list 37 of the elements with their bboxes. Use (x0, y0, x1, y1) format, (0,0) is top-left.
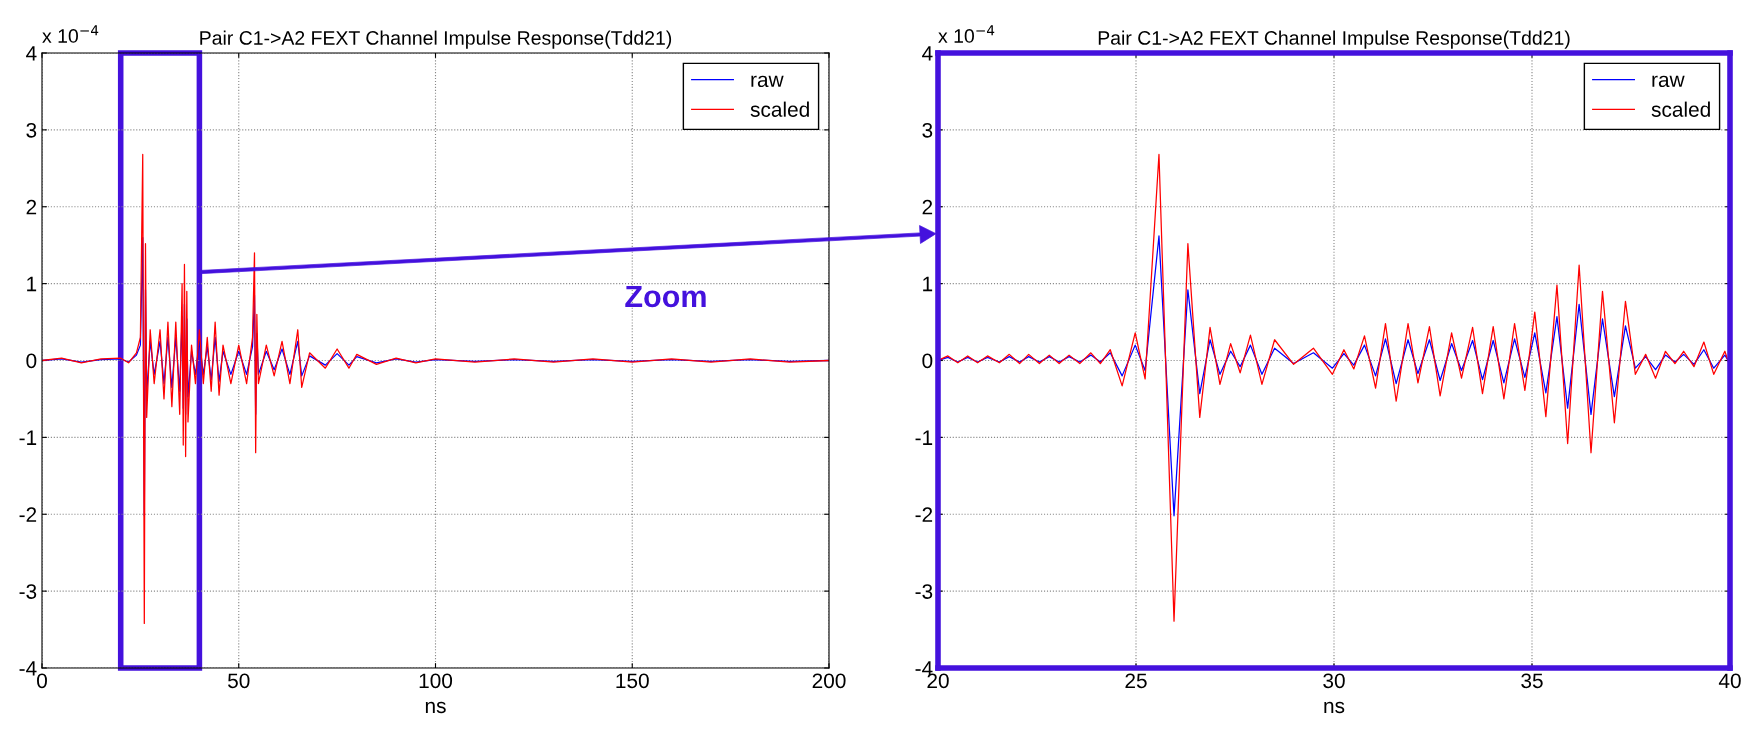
x-axis-title: ns (1324, 701, 1345, 714)
x-tick-label: 35 (1521, 673, 1543, 689)
y-tick-label: -4 (19, 661, 37, 676)
x-tick-label: 200 (812, 673, 846, 689)
x-tick-label: 0 (37, 673, 47, 689)
legend-label: scaled (750, 101, 809, 117)
y-tick-label: 1 (27, 276, 37, 292)
legend-label: scaled (1651, 101, 1710, 117)
y-tick-label: -1 (915, 430, 933, 445)
x-tick-label: 40 (1718, 673, 1741, 689)
chart-title: Pair C1->A2 FEXT Channel Impulse Response(Tdd21) (200, 30, 672, 49)
y-tick-label: 0 (26, 353, 37, 369)
legend-label: raw (751, 75, 784, 88)
y-tick-label: -3 (19, 584, 37, 599)
y-tick-label: -3 (915, 584, 933, 599)
x-tick-label: 25 (1125, 673, 1147, 689)
chart-title: Pair C1->A2 FEXT Channel Impulse Response(Tdd21) (1098, 30, 1570, 49)
y-tick-label: 4 (922, 46, 933, 61)
y-tick-label: 4 (26, 46, 37, 61)
y-tick-label: 0 (922, 353, 933, 369)
x-tick-label: 50 (228, 673, 250, 689)
y-tick-label: 2 (922, 199, 933, 215)
y-tick-label: -1 (19, 430, 37, 445)
x-tick-label: 100 (419, 673, 453, 689)
x-tick-label: 150 (616, 673, 649, 689)
text: x 10$^{−4}$ (938, 25, 995, 43)
x-axis-title: ns (425, 701, 446, 714)
y-tick-label: -2 (915, 507, 933, 522)
y-tick-label: 3 (26, 122, 37, 138)
text: x 10$^{−4}$ (42, 25, 99, 43)
x-tick-label: 30 (1323, 673, 1345, 689)
y-tick-label: 1 (923, 276, 933, 292)
y-tick-label: -2 (19, 507, 37, 522)
y-tick-label: 2 (26, 199, 37, 215)
legend-label: raw (1652, 75, 1685, 88)
annotation: Zoom (625, 285, 706, 308)
y-tick-label: 3 (922, 122, 933, 138)
